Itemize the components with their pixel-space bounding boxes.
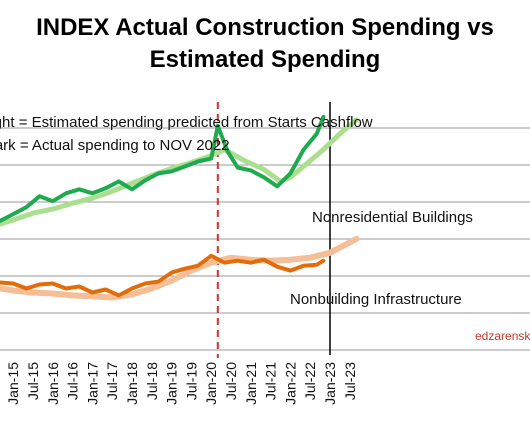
x-tick-label: Jul-17	[104, 362, 120, 400]
x-tick-label: Jan-15	[5, 362, 21, 405]
x-tick-label: Jan-16	[45, 362, 61, 405]
series-infra-estimated	[0, 235, 360, 301]
series-nonres-actual	[0, 114, 326, 223]
x-tick-label: Jul-19	[183, 362, 199, 400]
watermark: edzarenski	[475, 329, 530, 343]
label-infrastructure: Nonbuilding Infrastructure	[290, 291, 462, 308]
x-tick-label: Jul-20	[223, 362, 239, 400]
x-tick-label: Jan-18	[124, 362, 140, 405]
gridlines	[0, 127, 530, 351]
x-tick-label: Jan-21	[243, 362, 259, 405]
chart-title-line-2: Estimated Spending	[149, 46, 381, 73]
chart-title-line-1: INDEX Actual Construction Spending vs	[36, 14, 494, 41]
x-tick-label: Jul-21	[263, 362, 279, 400]
x-tick-label: Jul-16	[65, 362, 81, 400]
x-axis-ticks: Jan-15 Jul-15 Jan-16 Jul-16 Jan-17 Jul-17 Jan-…	[5, 362, 358, 405]
series-infra-actual	[0, 253, 326, 298]
annotation-light: Light = Estimated spending predicted fro…	[0, 114, 373, 131]
annotation-dark: Dark = Actual spending to NOV 2022	[0, 137, 230, 154]
series-group	[0, 114, 360, 301]
label-nonresidential: Nonresidential Buildings	[312, 209, 473, 226]
x-tick-label: Jul-18	[144, 362, 160, 400]
x-tick-label: Jan-20	[203, 362, 219, 405]
x-tick-label: Jan-23	[322, 362, 338, 405]
x-tick-label: Jul-15	[25, 362, 41, 400]
x-tick-label: Jan-19	[164, 362, 180, 405]
x-tick-label: Jul-22	[302, 362, 318, 400]
x-tick-label: Jan-17	[84, 362, 100, 405]
series-nonres-estimated	[0, 117, 359, 227]
x-tick-label: Jul-23	[342, 362, 358, 400]
x-tick-label: Jan-22	[282, 362, 298, 405]
